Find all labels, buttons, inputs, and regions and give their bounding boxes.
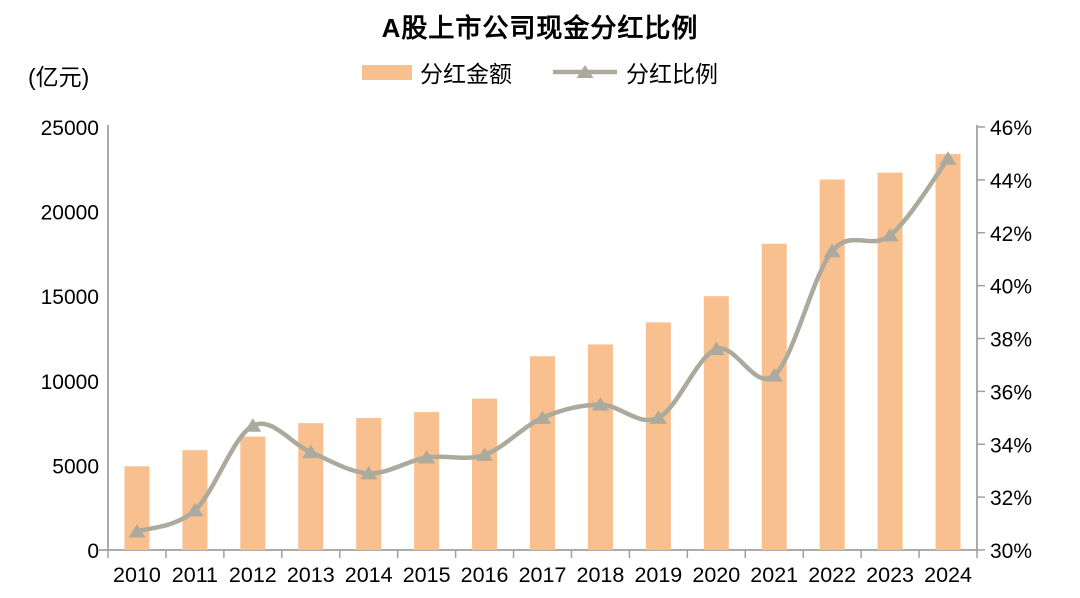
legend-bar-swatch — [362, 64, 412, 80]
y-left-tick-label: 15000 — [41, 286, 99, 309]
bar-2024 — [935, 154, 961, 550]
marker-2014 — [360, 465, 378, 480]
bar-2019 — [645, 322, 671, 550]
ratio-line — [134, 156, 951, 534]
y-right-tick-label: 42% — [990, 223, 1032, 246]
x-tick-label-2012: 2012 — [229, 563, 277, 587]
y-left-tick-label: 5000 — [52, 455, 99, 478]
marker-2023 — [881, 227, 899, 242]
y-left-tick-label: 25000 — [41, 117, 99, 140]
marker-2020 — [707, 341, 725, 356]
x-tick-label-2015: 2015 — [403, 563, 451, 587]
marker-2013 — [302, 444, 320, 459]
marker-2019 — [649, 410, 667, 424]
legend-item-dividend-ratio: 分红比例 — [552, 55, 718, 89]
x-tick-label-2021: 2021 — [750, 563, 798, 587]
bar-2021 — [761, 243, 787, 551]
y-right-tick-label: 38% — [990, 329, 1032, 352]
marker-2011 — [186, 502, 204, 517]
y-left-tick-label: 10000 — [41, 371, 99, 394]
y-left-tick-label: 0 — [87, 540, 99, 563]
left-axis-unit-label: (亿元) — [28, 64, 90, 90]
y-right-tick-label: 40% — [990, 276, 1032, 299]
x-tick-label-2016: 2016 — [461, 563, 509, 587]
x-tick-label-2018: 2018 — [577, 563, 625, 587]
bar-2015 — [414, 412, 440, 550]
y-right-tick-label: 44% — [990, 170, 1032, 193]
x-tick-label-2013: 2013 — [287, 563, 335, 587]
y-right-tick-label: 36% — [990, 381, 1032, 404]
x-tick-label-2024: 2024 — [924, 563, 972, 587]
bar-2016 — [472, 398, 498, 550]
bar-2013 — [298, 423, 324, 550]
bar-2022 — [819, 179, 845, 550]
x-tick-label-2017: 2017 — [519, 563, 567, 587]
x-tick-label-2019: 2019 — [634, 563, 682, 587]
marker-2018 — [591, 397, 609, 411]
marker-2015 — [418, 449, 436, 464]
marker-2016 — [476, 447, 494, 461]
marker-2021 — [765, 368, 783, 382]
marker-2022 — [823, 243, 841, 258]
bar-2018 — [587, 344, 613, 550]
y-right-tick-label: 34% — [990, 434, 1032, 457]
legend-line-label: 分红比例 — [626, 61, 718, 87]
x-tick-label-2023: 2023 — [866, 563, 914, 587]
bar-2012 — [240, 436, 266, 550]
y-right-tick-label: 30% — [990, 540, 1032, 563]
bar-2017 — [530, 356, 555, 550]
marker-2012 — [244, 418, 262, 432]
marker-2010 — [128, 523, 146, 538]
chart-title: A股上市公司现金分红比例 — [381, 13, 699, 43]
bar-2014 — [356, 418, 382, 550]
x-tick-label-2022: 2022 — [808, 563, 856, 587]
legend-bar-label: 分红金额 — [420, 61, 512, 87]
legend-triangle-marker-icon — [576, 65, 594, 78]
y-right-tick-label: 32% — [990, 487, 1032, 510]
x-tick-label-2020: 2020 — [692, 563, 740, 587]
y-left-tick-label: 20000 — [41, 202, 99, 225]
y-right-tick-label: 46% — [990, 117, 1032, 140]
x-tick-label-2014: 2014 — [345, 563, 393, 587]
marker-2024 — [939, 151, 957, 165]
x-tick-label-2010: 2010 — [113, 563, 161, 587]
legend-item-dividend-amount: 分红金额 — [362, 55, 512, 89]
legend: 分红金额 分红比例 — [0, 56, 1080, 88]
bar-2020 — [703, 296, 729, 550]
x-tick-label-2011: 2011 — [172, 563, 218, 587]
legend-line-swatch — [553, 65, 617, 78]
marker-2017 — [534, 410, 551, 424]
